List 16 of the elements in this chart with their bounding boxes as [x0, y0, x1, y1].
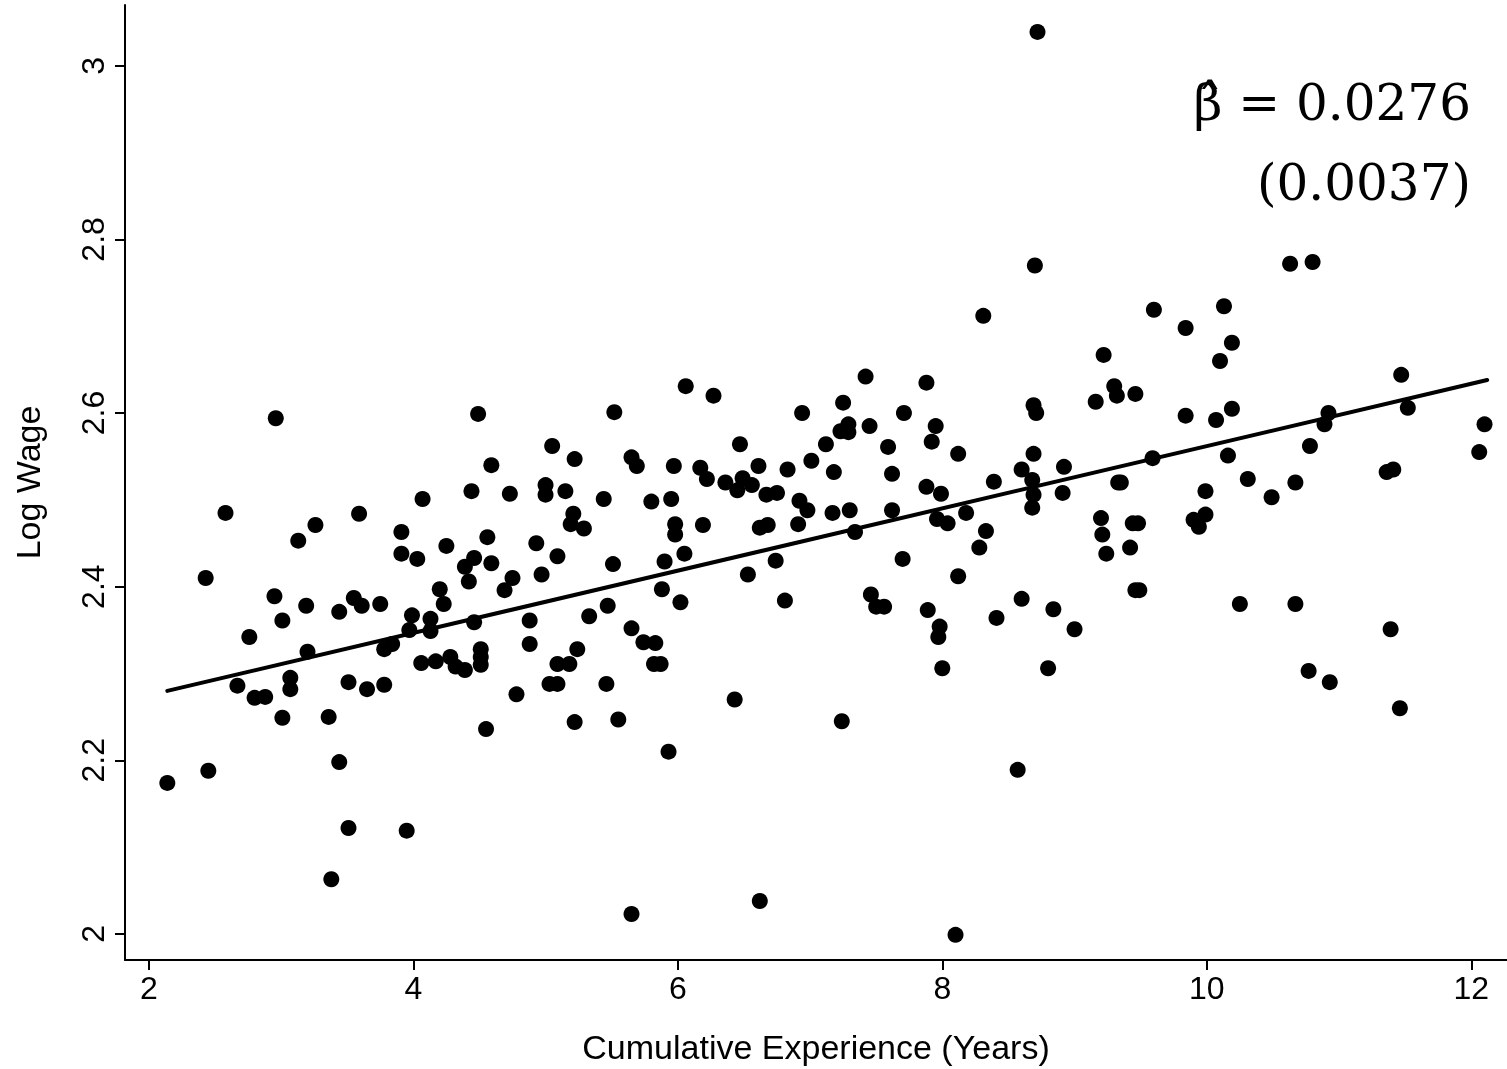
y-tick-label: 2.4 [75, 564, 111, 609]
y-axis-title: Log Wage [9, 405, 47, 560]
y-tick-label: 2 [75, 925, 111, 943]
y-tick-label: 2.2 [75, 738, 111, 783]
x-axis-title: Cumulative Experience (Years) [582, 1028, 1050, 1066]
y-tick-label: 3 [75, 56, 111, 75]
x-tick-label: 12 [1453, 970, 1490, 1006]
x-tick-label: 4 [404, 970, 423, 1006]
x-tick-label: 8 [933, 970, 952, 1006]
y-tick-label: 2.6 [75, 390, 111, 436]
x-tick-label: 2 [139, 970, 158, 1006]
y-tick-label: 2.8 [75, 217, 111, 262]
x-tick-label: 6 [668, 970, 687, 1006]
annotation: β̂ = 0.0276 [1193, 74, 1471, 132]
x-tick-label: 10 [1189, 970, 1225, 1006]
annotation: (0.0037) [1257, 154, 1471, 212]
